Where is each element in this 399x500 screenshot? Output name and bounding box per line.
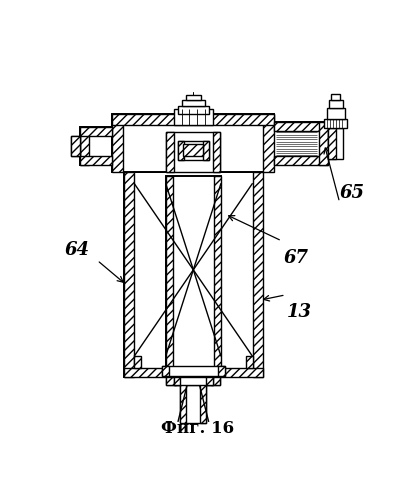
Bar — [186, 96, 201, 100]
Bar — [274, 122, 328, 166]
Bar — [166, 176, 221, 368]
Bar — [246, 356, 253, 368]
Bar — [71, 136, 80, 156]
Bar — [80, 127, 89, 166]
Text: 67: 67 — [283, 248, 308, 266]
Text: 13: 13 — [287, 302, 312, 320]
Bar — [324, 118, 347, 128]
Bar — [203, 141, 209, 160]
Bar — [182, 100, 205, 106]
Bar — [331, 94, 340, 100]
Bar — [328, 128, 344, 160]
Bar — [113, 114, 274, 124]
Bar — [263, 114, 274, 172]
Bar — [166, 132, 174, 172]
Bar — [200, 377, 206, 424]
Bar — [183, 144, 203, 156]
Bar — [206, 377, 213, 385]
Bar — [134, 356, 141, 368]
Bar — [253, 172, 263, 377]
Bar — [162, 366, 225, 376]
Bar — [274, 122, 328, 131]
Bar — [113, 114, 274, 172]
Bar — [180, 377, 186, 424]
Bar — [166, 132, 220, 172]
Bar — [326, 108, 345, 118]
Bar — [113, 114, 123, 172]
Bar — [178, 106, 209, 114]
Bar — [180, 377, 206, 424]
Bar — [124, 172, 263, 377]
Bar — [178, 141, 209, 160]
Text: 65: 65 — [340, 184, 365, 202]
Bar — [213, 132, 220, 172]
Bar — [71, 136, 80, 156]
Bar — [218, 366, 225, 376]
Bar — [124, 172, 134, 377]
Bar — [80, 127, 113, 136]
Bar — [274, 156, 328, 166]
Bar — [124, 368, 263, 377]
Bar — [178, 141, 184, 160]
Text: Фиг. 16: Фиг. 16 — [161, 420, 234, 436]
Bar — [211, 377, 220, 385]
Bar — [174, 110, 213, 124]
Bar — [80, 127, 113, 166]
Bar — [162, 366, 169, 376]
Bar — [319, 122, 328, 166]
Text: 64: 64 — [65, 240, 90, 258]
Bar — [174, 377, 213, 385]
Bar — [166, 377, 176, 385]
Bar — [174, 377, 180, 385]
Bar — [166, 377, 220, 385]
Bar — [328, 128, 336, 160]
Bar — [166, 176, 172, 368]
Bar — [80, 156, 113, 166]
Bar — [329, 100, 343, 108]
Bar — [214, 176, 221, 368]
